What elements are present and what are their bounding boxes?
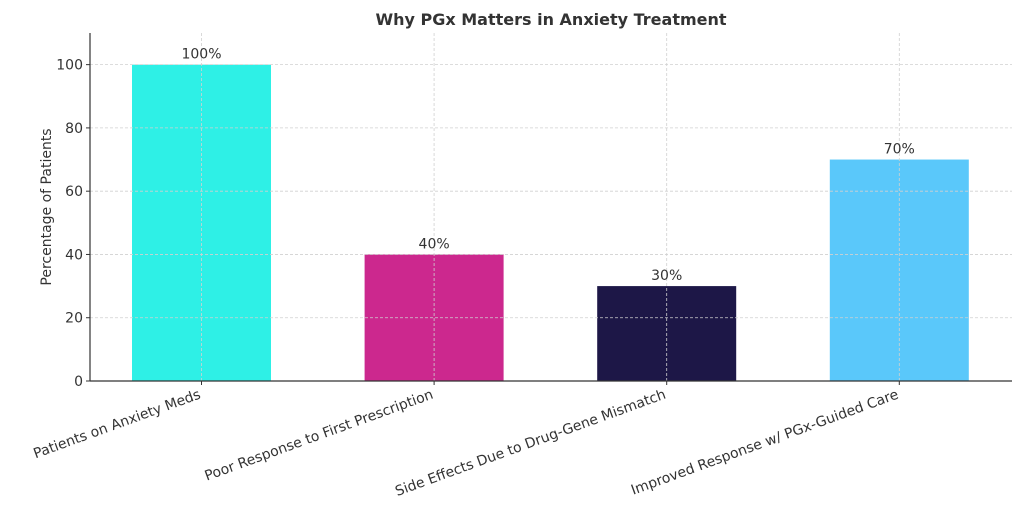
data-label: 30%: [651, 268, 682, 284]
y-axis-label: Percentage of Patients: [39, 128, 55, 285]
x-tick-label: Improved Response w/ PGx-Guided Care: [629, 387, 901, 499]
grid-overlay-layer: [90, 33, 1012, 381]
y-tick-label: 60: [65, 184, 83, 200]
y-tick-label: 20: [65, 311, 83, 327]
y-tick-label: 80: [65, 121, 83, 137]
data-label: 100%: [181, 47, 221, 63]
bars-layer: [132, 64, 969, 382]
data-label: 70%: [884, 142, 915, 158]
chart-title: Why PGx Matters in Anxiety Treatment: [375, 10, 726, 29]
data-labels-layer: 100% 40% 30% 70%: [181, 47, 914, 284]
y-tick-label: 0: [74, 374, 83, 390]
data-label: 40%: [419, 236, 450, 252]
y-tick-label: 40: [65, 247, 83, 263]
x-tick-label: Side Effects Due to Drug-Gene Mismatch: [393, 387, 668, 500]
x-tick-label: Patients on Anxiety Meds: [31, 387, 203, 462]
x-tick-label: Poor Response to First Prescription: [203, 387, 436, 485]
y-tick-label: 100: [56, 58, 83, 74]
